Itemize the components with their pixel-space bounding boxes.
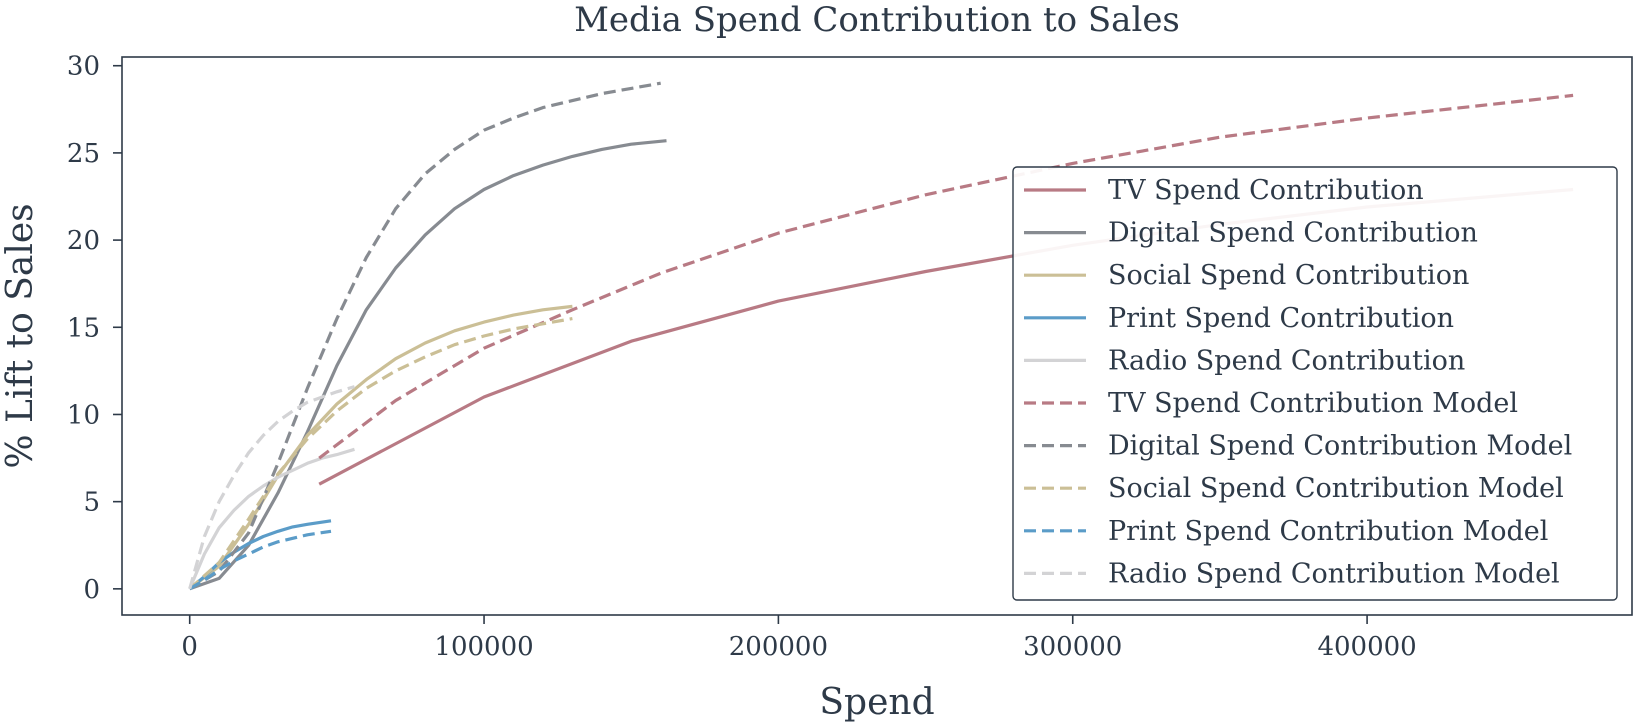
x-tick-label: 300000 <box>1023 632 1122 662</box>
x-tick-label: 0 <box>181 632 198 662</box>
y-tick-label: 20 <box>67 226 100 256</box>
x-axis-label: Spend <box>819 682 934 723</box>
legend-label-tv-spend-contribution: TV Spend Contribution <box>1108 175 1424 206</box>
legend: TV Spend Contribution Digital Spend Contr… <box>1012 166 1618 601</box>
x-tick-label: 200000 <box>729 632 828 662</box>
x-tick-label: 400000 <box>1317 632 1416 662</box>
series-line-digital-spend-contribution <box>189 139 667 591</box>
y-tick-label: 15 <box>67 313 100 343</box>
legend-label-radio-spend-contribution-model: Radio Spend Contribution Model <box>1108 558 1560 589</box>
y-tick-label: 0 <box>83 575 100 605</box>
y-axis-ticks: 0 5 10 15 20 25 30 <box>67 52 122 605</box>
series-line-social-spend-contribution <box>188 304 573 591</box>
series-line-radio-spend-contribution <box>188 447 355 590</box>
legend-box <box>1012 166 1618 601</box>
series-line-social-spend-contribution-model <box>188 317 573 590</box>
legend-label-digital-spend-contribution: Digital Spend Contribution <box>1108 218 1478 249</box>
legend-label-print-spend-contribution: Print Spend Contribution <box>1108 303 1454 334</box>
legend-label-social-spend-contribution: Social Spend Contribution <box>1108 260 1469 291</box>
y-axis-label: % Lift to Sales <box>0 203 41 468</box>
y-tick-label: 30 <box>67 52 100 82</box>
y-tick-label: 10 <box>67 400 100 430</box>
chart-title: Media Spend Contribution to Sales <box>574 0 1180 40</box>
series-line-print-spend-contribution <box>188 519 332 591</box>
x-tick-label: 100000 <box>434 632 533 662</box>
legend-label-digital-spend-contribution-model: Digital Spend Contribution Model <box>1108 431 1572 462</box>
series-line-radio-spend-contribution-model <box>188 385 355 590</box>
legend-items: TV Spend Contribution Digital Spend Contr… <box>1024 175 1572 589</box>
legend-label-radio-spend-contribution: Radio Spend Contribution <box>1108 345 1465 376</box>
series-line-digital-spend-contribution-model <box>188 81 661 591</box>
legend-label-print-spend-contribution-model: Print Spend Contribution Model <box>1108 516 1548 547</box>
plot-frame <box>121 56 1633 616</box>
series-line-print-spend-contribution-model <box>188 529 332 591</box>
y-tick-label: 5 <box>83 488 100 518</box>
legend-label-tv-spend-contribution-model: TV Spend Contribution Model <box>1108 388 1518 419</box>
legend-label-social-spend-contribution-model: Social Spend Contribution Model <box>1108 473 1564 504</box>
series-line-tv-spend-contribution-model <box>318 93 1574 460</box>
x-axis-ticks: 0 100000 200000 300000 400000 <box>181 615 1417 662</box>
y-tick-label: 25 <box>67 139 100 169</box>
